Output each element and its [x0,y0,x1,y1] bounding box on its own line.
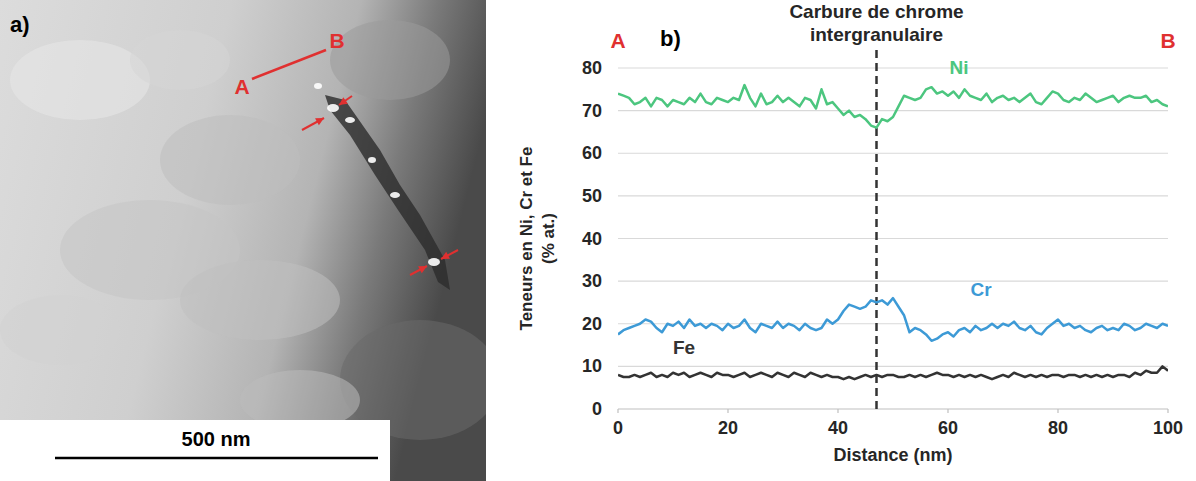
grid-line [618,153,1168,154]
carbide [390,192,400,198]
y-tick-label: 10 [582,356,602,376]
y-tick-label: 40 [582,229,602,249]
x-tick [727,409,728,413]
x-axis-title: Distance (nm) [833,445,952,465]
point-label: B [329,29,344,52]
y-tick-label: 50 [582,186,602,206]
y-tick-label: 60 [582,143,602,163]
grid-line [618,110,1168,111]
x-tick-label: 60 [938,418,958,438]
grid-line [618,195,1168,196]
series-group [618,85,1168,379]
panel-label: b) [660,26,681,51]
series-line [618,366,1168,379]
arrow-head [339,97,348,105]
series-label: Fe [673,337,695,358]
chart: 0 10 20 30 40 50 60 70 80 0 20 40 60 80 100 Distance (n… [517,1,1183,465]
x-tick-label: 40 [828,418,848,438]
scale-bar [55,457,378,460]
y-axis-title-line: (% at.) [539,213,558,264]
grid-line [618,281,1168,282]
texture [0,295,120,365]
texture [330,20,450,100]
y-axis-title: Teneurs en Ni, Cr et Fe(% at.) [517,147,558,331]
y-axis-title-line: Teneurs en Ni, Cr et Fe [517,147,536,331]
y-tick-label: 20 [582,314,602,334]
x-tick-label: 100 [1153,418,1183,438]
series-line [618,85,1168,128]
y-tick-label: 30 [582,271,602,291]
grid-line [618,366,1168,367]
texture [10,40,150,120]
grid-line [618,408,1168,409]
arrow-head [418,266,427,273]
grid-line [618,238,1168,239]
x-tick [947,409,948,413]
grain-boundary [325,95,450,290]
arrow-head [315,118,324,125]
x-tick [1057,409,1058,413]
x-tick [617,409,618,413]
annotation-line [875,50,878,409]
scale-label: 500 nm [182,428,251,450]
carbide [327,104,339,112]
arrow [410,266,427,275]
point-label: A [234,75,249,98]
arrow [339,96,352,105]
figure: a) A B 500 nm 0 10 20 30 40 50 60 70 80 0 20 40 60 80 100 D… [0,0,1196,481]
series-label: Ni [950,57,969,78]
x-tick-label: 0 [613,418,623,438]
scale-ground [0,420,390,481]
y-tick-label: 80 [582,58,602,78]
x-tick [837,409,838,413]
x-tick [1167,409,1168,413]
annotation-line-text: Carbure de chrome [789,1,963,22]
arrow [441,250,458,259]
panel-label: a) [10,12,30,37]
y-tick-label: 70 [582,101,602,121]
micrograph [0,0,486,481]
arrow-head [441,252,450,259]
carbide [428,258,440,266]
x-tick-label: 20 [718,418,738,438]
carbide [368,157,376,163]
series-label: Cr [970,279,992,300]
end-label: A [610,29,625,52]
arrow [302,118,324,130]
x-tick-label: 80 [1048,418,1068,438]
texture [180,260,340,340]
texture [160,115,300,205]
carbide [314,83,322,89]
grid-line [618,67,1168,68]
profile-line [252,50,326,79]
carbide [345,117,355,123]
annotation: Carbure de chromeintergranulaire [789,1,963,45]
texture [130,30,230,90]
series-line [618,298,1168,341]
end-label: B [1160,29,1175,52]
y-tick-label: 0 [592,399,602,419]
annotation-line-text: intergranulaire [810,24,943,45]
